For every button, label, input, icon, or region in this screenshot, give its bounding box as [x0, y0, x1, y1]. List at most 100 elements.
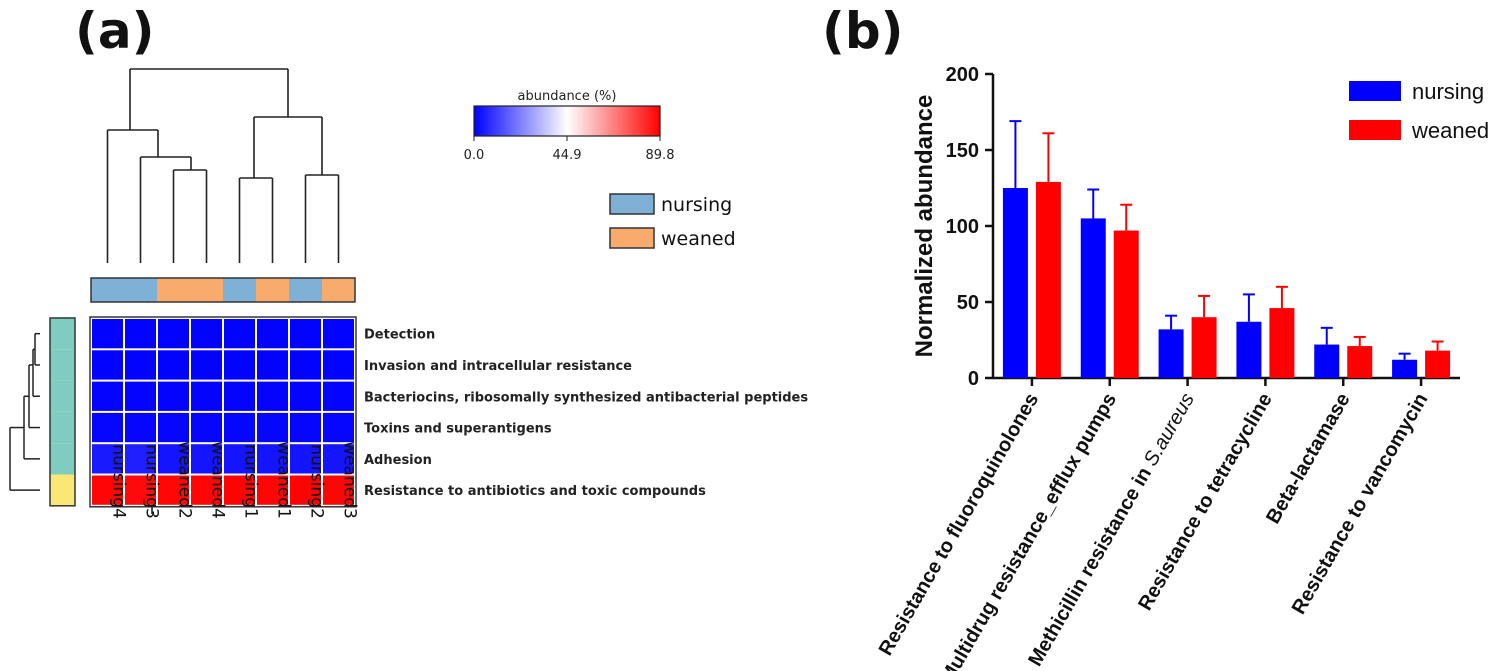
- group-bar-cell: [223, 278, 256, 302]
- bar-nursing: [1314, 344, 1340, 378]
- heatmap-cell: [257, 381, 288, 411]
- legend-label-weaned: weaned: [1411, 118, 1489, 143]
- heatmap-cell: [257, 350, 288, 380]
- heatmap-cell: [224, 381, 255, 411]
- bar-nursing: [1080, 218, 1106, 378]
- heatmap-cell: [191, 319, 222, 349]
- heatmap-cell: [158, 412, 189, 443]
- colorbar: abundance (%) 0.0 44.9 89.8: [464, 89, 675, 163]
- heatmap-cell: [290, 381, 321, 411]
- heatmap-column-label: nursing2: [307, 444, 327, 519]
- panel-label-a: (a): [75, 2, 154, 60]
- heatmap-cell: [257, 319, 288, 349]
- cluster-bar-cell: [50, 380, 75, 412]
- heatmap-row-label: Invasion and intracellular resistance: [364, 359, 632, 374]
- x-tick-label: Resistance to tetracycline: [1134, 390, 1276, 615]
- heatmap-cell: [257, 412, 288, 443]
- heatmap-cell: [125, 350, 156, 380]
- heatmap-column-label: weaned4: [208, 441, 228, 519]
- legend-label-nursing: nursing: [661, 194, 732, 216]
- heatmap-frame: [89, 316, 357, 508]
- heatmap-cell: [92, 319, 123, 349]
- bar-chart-bars: [1002, 120, 1451, 378]
- heatmap-cell: [158, 319, 189, 349]
- heatmap-cell: [224, 412, 255, 443]
- cluster-bar-cell: [50, 349, 75, 381]
- heatmap-column-label: weaned1: [274, 441, 294, 519]
- x-tick-label-italic: S.aureus: [1140, 390, 1199, 470]
- legend-label-weaned: weaned: [661, 228, 736, 250]
- group-bar-cell: [322, 278, 355, 302]
- x-tick-label-text: Resistance to tetracycline: [1134, 390, 1276, 615]
- heatmap-cell: [323, 350, 354, 380]
- x-tick-label-text: Resistance to vancomycin: [1288, 390, 1433, 619]
- column-group-bar: [90, 277, 356, 303]
- colorbar-title: abundance (%): [518, 89, 617, 104]
- group-bar-cell: [256, 278, 289, 302]
- column-dendrogram: [106, 68, 340, 263]
- heatmap-column-label: nursing1: [241, 444, 261, 519]
- heatmap-cell: [323, 444, 354, 474]
- heatmap-cells: [89, 316, 357, 508]
- heatmap-cell: [191, 475, 222, 505]
- heatmap-cell: [290, 350, 321, 380]
- heatmap-cell: [191, 412, 222, 443]
- group-bar-cell: [289, 278, 322, 302]
- legend-swatch-nursing: [1349, 81, 1401, 101]
- panel-label-b: (b): [822, 2, 904, 60]
- cluster-bar-cell: [50, 318, 75, 350]
- heatmap-cell: [125, 319, 156, 349]
- heatmap-cell: [125, 381, 156, 411]
- heatmap-column-label: weaned2: [175, 441, 195, 519]
- cluster-bar-cell: [50, 443, 75, 475]
- legend-swatch-nursing: [609, 193, 655, 215]
- heatmap-row-label: Detection: [364, 328, 435, 343]
- heatmap-cell: [257, 444, 288, 474]
- heatmap-cell: [158, 475, 189, 505]
- x-tick-label: Beta-lactamase: [1262, 390, 1354, 528]
- bar-weaned: [1269, 308, 1295, 378]
- cluster-bar-frame: [49, 317, 76, 507]
- y-tick-label: 0: [968, 368, 979, 390]
- y-tick-label: 200: [946, 64, 979, 86]
- bar-weaned: [1191, 317, 1217, 378]
- heatmap-column-labels: nursing4 nursing3 weaned2 weaned4 nursing1 we…: [109, 441, 360, 519]
- x-tick-label: Resistance to vancomycin: [1288, 390, 1433, 619]
- cluster-bar-cell: [50, 474, 75, 506]
- heatmap-cell: [224, 444, 255, 474]
- heatmap-row-label: Resistance to antibiotics and toxic comp…: [364, 484, 706, 499]
- heatmap-cell: [323, 475, 354, 505]
- bar-nursing: [1002, 188, 1028, 378]
- x-tick-label-text: Beta-lactamase: [1262, 390, 1354, 528]
- heatmap-column-label: weaned3: [340, 441, 360, 519]
- heatmap-cell: [290, 319, 321, 349]
- heatmap-cell: [92, 444, 123, 474]
- colorbar-tick-label: 0.0: [464, 148, 485, 163]
- heatmap-cell: [92, 412, 123, 443]
- bar-weaned: [1035, 181, 1061, 378]
- row-cluster-bar: [49, 317, 76, 507]
- heatmap-cell: [323, 412, 354, 443]
- heatmap-cell: [224, 350, 255, 380]
- group-legend: nursing weaned: [609, 193, 736, 250]
- colorbar-bar: [473, 105, 661, 137]
- y-axis-label: Normalized abundance: [911, 95, 938, 358]
- heatmap-panel: Detection Invasion and intracellular resi…: [9, 68, 808, 519]
- legend-label-nursing: nursing: [1412, 79, 1484, 104]
- group-bar-cell: [124, 278, 157, 302]
- heatmap-row-label: Bacteriocins, ribosomally synthesized an…: [364, 390, 808, 405]
- heatmap-cell: [191, 350, 222, 380]
- heatmap-cell: [224, 319, 255, 349]
- x-tick-label: Methicillin resistance in S.aureus: [1024, 390, 1199, 671]
- group-bar-frame: [90, 277, 356, 303]
- heatmap-cell: [290, 412, 321, 443]
- heatmap-cell: [92, 381, 123, 411]
- bar-weaned: [1113, 230, 1139, 378]
- heatmap-cell: [191, 444, 222, 474]
- heatmap-cell: [125, 444, 156, 474]
- heatmap-cell: [290, 444, 321, 474]
- bar-nursing: [1158, 329, 1184, 378]
- heatmap-cell: [323, 381, 354, 411]
- heatmap-cell: [125, 412, 156, 443]
